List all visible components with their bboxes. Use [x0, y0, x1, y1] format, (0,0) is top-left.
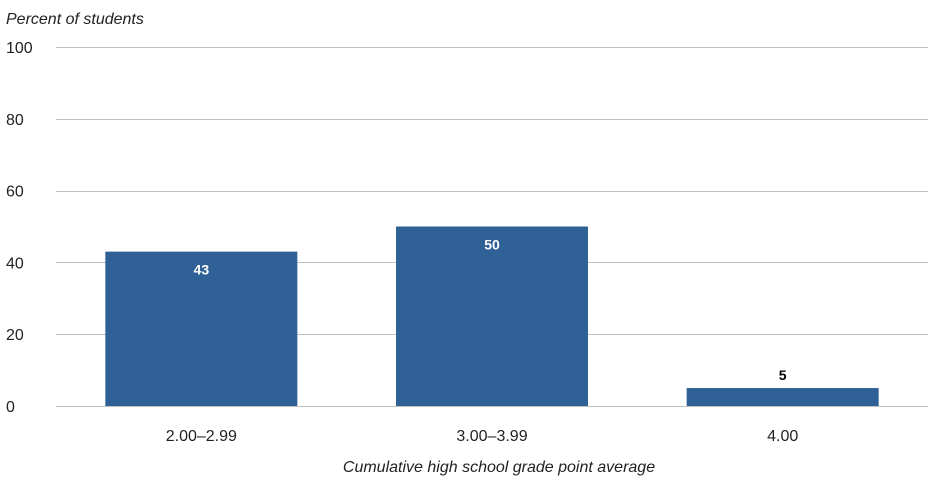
y-axis-ticks: 0 20 40 60 80 100 — [6, 40, 33, 416]
x-tick-label: 3.00–3.99 — [456, 428, 527, 445]
y-tick-label: 100 — [6, 40, 33, 57]
bars: 43 50 5 — [105, 226, 879, 406]
y-tick-label: 60 — [6, 184, 24, 201]
bar — [396, 226, 588, 406]
y-axis-title: Percent of students — [6, 11, 144, 28]
bar — [686, 388, 879, 406]
bar-value-label: 50 — [484, 237, 500, 253]
y-tick-label: 40 — [6, 255, 24, 272]
x-axis-ticks: 2.00–2.99 3.00–3.99 4.00 — [166, 428, 799, 445]
y-tick-label: 0 — [6, 399, 15, 416]
x-axis-title: Cumulative high school grade point avera… — [343, 459, 655, 476]
bar — [105, 251, 298, 406]
x-tick-label: 2.00–2.99 — [166, 428, 237, 445]
x-tick-label: 4.00 — [767, 428, 798, 445]
bar-value-label: 43 — [194, 262, 210, 278]
bar-value-label: 5 — [779, 367, 787, 383]
y-tick-label: 80 — [6, 112, 24, 129]
y-tick-label: 20 — [6, 327, 24, 344]
